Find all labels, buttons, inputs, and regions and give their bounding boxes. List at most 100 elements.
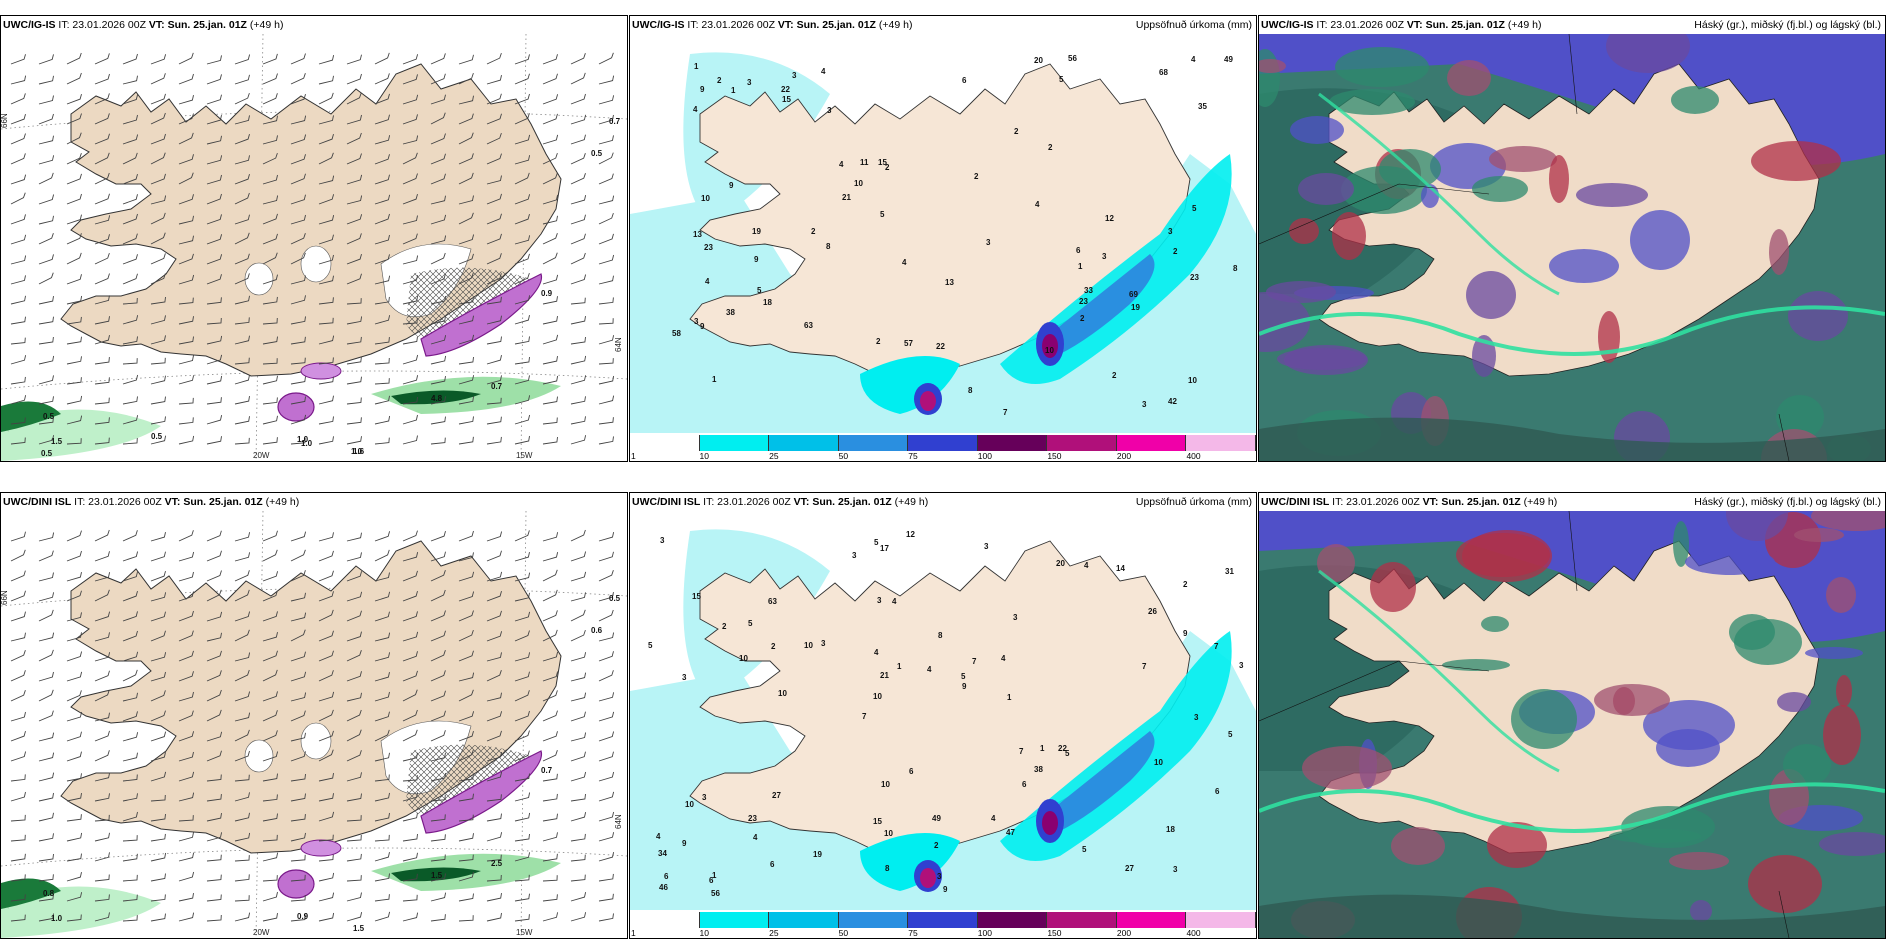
colorbar-tick-label: 150 <box>1047 928 1062 938</box>
wind-value-label: 0.8 <box>43 889 55 898</box>
axis-label-15w: 15W <box>516 451 533 460</box>
precip-value-label: 5 <box>1192 204 1197 213</box>
precip-value-label: 2 <box>974 172 979 181</box>
colorbar-swatch <box>1116 912 1187 928</box>
wind-value-label: 0.9 <box>541 289 553 298</box>
precip-value-label: 3 <box>877 596 882 605</box>
precip-value-label: 23 <box>748 814 757 823</box>
precip-value-label: 3 <box>852 551 857 560</box>
wind-value-label: 1.0 <box>51 914 63 923</box>
precip-value-label: 8 <box>1233 264 1238 273</box>
colorbar-tick-label: 50 <box>838 928 849 938</box>
precip-value-label: 2 <box>1173 247 1178 256</box>
precip-value-label: 5 <box>880 210 885 219</box>
axis-label-64n: 64N <box>614 814 623 829</box>
precip-value-label: 6 <box>770 860 775 869</box>
precip-value-label: 3 <box>827 106 832 115</box>
colorbar-tick-label: 150 <box>1047 451 1062 461</box>
precip-value-label: 38 <box>1034 765 1043 774</box>
precip-value-label: 2 <box>934 841 939 850</box>
precip-value-label: 13 <box>945 278 954 287</box>
precip-value-label: 12 <box>906 530 915 539</box>
colorbar: 1 10 25 50 75 100 150 200 400 <box>630 433 1256 461</box>
precip-value-label: 8 <box>968 386 973 395</box>
panel-header: UWC/DINI ISL IT: 23.01.2026 00Z VT: Sun.… <box>1 493 627 511</box>
precip-value-label: 68 <box>1159 68 1168 77</box>
axis-label-15w: 15W <box>516 928 533 937</box>
colorbar-swatch <box>699 912 770 928</box>
precip-value-label: 18 <box>763 298 772 307</box>
wind-value-label: 0.5 <box>43 412 55 421</box>
colorbar-tick-label: 1 <box>631 451 636 461</box>
precip-value-label: 4 <box>839 160 844 169</box>
colorbar-swatch <box>1047 912 1117 928</box>
precip-value-label: 8 <box>826 242 831 251</box>
precip-value-label: 7 <box>972 657 977 666</box>
precip-value-label: 23 <box>1190 273 1199 282</box>
precip-value-label: 15 <box>873 817 882 826</box>
precip-value-label: 21 <box>880 671 889 680</box>
precip-value-label: 9 <box>682 839 687 848</box>
precip-value-label: 4 <box>874 648 879 657</box>
panel-precip-dini: UWC/DINI ISL IT: 23.01.2026 00Z VT: Sun.… <box>629 492 1257 939</box>
precip-value-label: 63 <box>804 321 813 330</box>
precip-map: 3327313833344475151737910152163202727182… <box>630 511 1256 938</box>
wind-value-label: 0.5 <box>609 594 621 603</box>
wind-value-label: 0.5 <box>591 149 603 158</box>
colorbar-tick-label: 10 <box>699 928 710 938</box>
panel-cloud-ig: UWC/IG-IS IT: 23.01.2026 00Z VT: Sun. 25… <box>1258 15 1886 462</box>
wind-map: 66N64N20W15W25W0.50.60.70.81.00.91.52.51… <box>1 511 627 938</box>
colorbar-swatch <box>977 435 1048 451</box>
precip-value-label: 6 <box>1076 246 1081 255</box>
precip-value-label: 35 <box>1198 102 1207 111</box>
precip-value-label: 10 <box>873 692 882 701</box>
colorbar-swatch <box>838 912 909 928</box>
panel-header: UWC/IG-IS IT: 23.01.2026 00Z VT: Sun. 25… <box>1 16 627 34</box>
colorbar-swatch <box>977 912 1048 928</box>
colorbar-tick-label: 25 <box>769 451 779 461</box>
precip-value-label: 4 <box>753 833 758 842</box>
precip-value-label: 1 <box>1007 693 1012 702</box>
precip-value-label: 3 <box>682 673 687 682</box>
panel-header: UWC/IG-IS IT: 23.01.2026 00Z VT: Sun. 25… <box>630 16 1256 34</box>
precip-value-label: 6 <box>664 872 669 881</box>
precip-value-label: 4 <box>821 67 826 76</box>
precip-value-label: 3 <box>1239 661 1244 670</box>
panel-header: UWC/DINI ISL IT: 23.01.2026 00Z VT: Sun.… <box>1259 493 1885 511</box>
axis-label-20w: 20W <box>253 928 270 937</box>
colorbar-swatch <box>630 912 700 928</box>
precip-value-label: 6 <box>709 876 714 885</box>
precip-value-label: 17 <box>880 544 889 553</box>
wind-value-label: 0.7 <box>491 382 503 391</box>
precip-value-label: 46 <box>659 883 668 892</box>
precip-value-label: 5 <box>1228 730 1233 739</box>
precip-value-label: 10 <box>685 800 694 809</box>
colorbar-swatch <box>630 435 700 451</box>
precip-value-label: 12 <box>1105 214 1114 223</box>
precip-value-label: 34 <box>658 849 667 858</box>
precip-map: 1213229547413910251331518496821232022332… <box>630 34 1256 461</box>
precip-value-label: 6 <box>962 76 967 85</box>
precip-value-label: 2 <box>1048 143 1053 152</box>
precip-value-label: 14 <box>1116 564 1125 573</box>
panel-header: UWC/IG-IS IT: 23.01.2026 00Z VT: Sun. 25… <box>1259 16 1885 34</box>
precip-value-label: 21 <box>842 193 851 202</box>
precip-value-label: 5 <box>874 538 879 547</box>
precip-value-label: 10 <box>804 641 813 650</box>
wind-value-label: 1.0 <box>297 435 309 444</box>
precip-value-label: 1 <box>694 62 699 71</box>
colorbar-tick-label: 75 <box>908 451 918 461</box>
precip-value-label: 56 <box>711 889 720 898</box>
precip-value-label: 10 <box>739 654 748 663</box>
precip-value-label: 15 <box>878 158 887 167</box>
precip-value-label: 27 <box>772 791 781 800</box>
precip-value-label: 2 <box>771 642 776 651</box>
precip-value-label: 5 <box>1065 749 1070 758</box>
precip-value-label: 5 <box>1082 845 1087 854</box>
precip-value-label: 8 <box>885 864 890 873</box>
precip-value-label: 3 <box>1142 400 1147 409</box>
panel-precip-ig: UWC/IG-IS IT: 23.01.2026 00Z VT: Sun. 25… <box>629 15 1257 462</box>
precip-value-label: 4 <box>1191 55 1196 64</box>
precip-value-label: 69 <box>1129 290 1138 299</box>
precip-value-label: 11 <box>860 158 869 167</box>
